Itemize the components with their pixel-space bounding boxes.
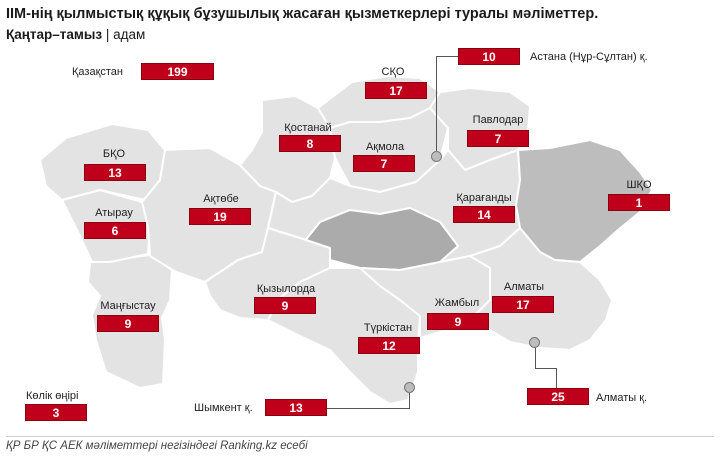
karagandy-value-badge: 14 (453, 206, 515, 223)
almaty-city-leader-v (535, 348, 536, 368)
almaty-city-marker (529, 337, 540, 348)
aktobe-value-badge: 19 (189, 208, 251, 225)
almaty-city-value-badge: 25 (527, 388, 589, 405)
astana-marker (431, 151, 442, 162)
bko-value-badge: 13 (84, 164, 146, 181)
shymkent-leader-h (327, 408, 409, 409)
kostanay-label: Қостанай (284, 122, 332, 134)
sko-value-badge: 17 (365, 82, 427, 99)
mangystau-label: Маңғыстау (100, 300, 156, 312)
mangystau-value-badge: 9 (97, 315, 159, 332)
total-label: Қазақстан (72, 66, 123, 78)
bko-label: БҚО (102, 148, 126, 160)
pavlodar-value-badge: 7 (467, 130, 529, 147)
atyrau-value-badge: 6 (84, 222, 146, 239)
shymkent-value-badge: 13 (265, 399, 327, 416)
region-bko (39, 123, 166, 201)
subtitle-separator: | (102, 27, 114, 42)
map-subtitle: Қаңтар–тамыз | адам (6, 27, 145, 42)
karagandy-label: Қарағанды (456, 192, 512, 204)
total-value-badge: 199 (141, 63, 214, 80)
transport-label: Көлік өңірі (26, 390, 79, 402)
kostanay-value-badge: 8 (279, 135, 341, 152)
akmola-value-badge: 7 (353, 155, 415, 172)
sko-label: СҚО (381, 66, 405, 78)
zhambyl-value-badge: 9 (427, 313, 489, 330)
map-title: ІІМ-нің қылмыстық құқық бұзушылық жасаға… (6, 6, 599, 22)
turkistan-value-badge: 12 (358, 337, 420, 354)
footer-divider (6, 436, 714, 437)
shymkent-marker (404, 382, 415, 393)
shko-label: ШҚО (626, 179, 652, 191)
almaty-label: Алматы (503, 281, 545, 293)
atyrau-label: Атырау (95, 207, 133, 219)
turkistan-label: Түркістан (363, 322, 413, 334)
kyzylorda-label: Қызылорда (256, 283, 316, 295)
transport-value-badge: 3 (25, 404, 87, 421)
almaty-city-leader-h (535, 368, 556, 369)
zhambyl-label: Жамбыл (434, 297, 480, 309)
astana-leader-h (436, 56, 458, 57)
shymkent-label: Шымкент қ. (194, 402, 253, 414)
shymkent-leader-v (409, 392, 410, 409)
kyzylorda-value-badge: 9 (254, 297, 316, 314)
aktobe-label: Ақтөбе (203, 193, 239, 205)
source-note: ҚР БР ҚС АЕК мәліметтері негізіндегі Ran… (6, 440, 308, 452)
pavlodar-label: Павлодар (472, 114, 524, 126)
astana-label: Астана (Нұр-Сұлтан) қ. (530, 51, 648, 63)
astana-leader-v (436, 56, 437, 152)
akmola-label: Ақмола (365, 141, 405, 153)
unit-label: адам (113, 27, 146, 42)
region-shko (515, 139, 653, 263)
astana-value-badge: 10 (458, 48, 520, 65)
almaty-city-leader-v2 (556, 368, 557, 388)
period-label: Қаңтар–тамыз (6, 27, 103, 42)
almaty-value-badge: 17 (492, 296, 554, 313)
shko-value-badge: 1 (608, 194, 670, 211)
almaty-city-label: Алматы қ. (596, 392, 648, 404)
